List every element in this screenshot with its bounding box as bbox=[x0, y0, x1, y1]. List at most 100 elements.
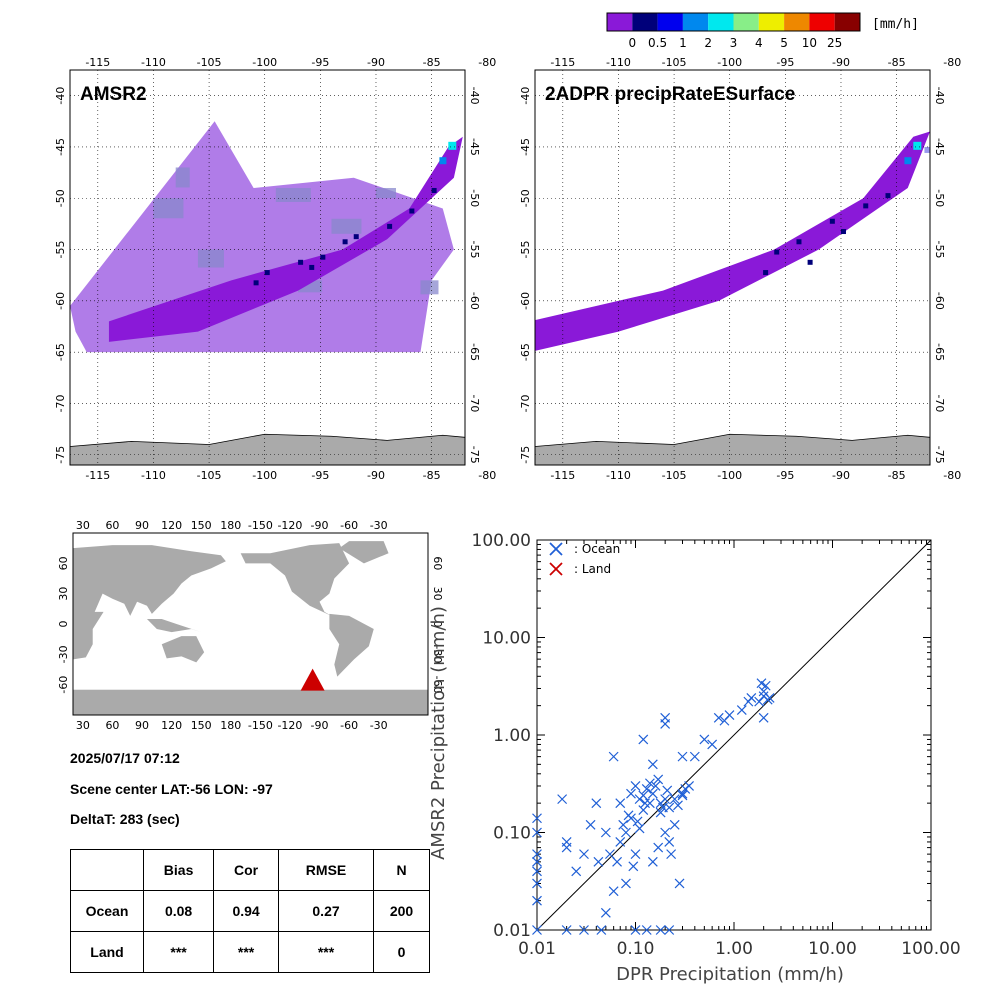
scatter-point-ocean bbox=[756, 678, 767, 689]
world-lat-tick-left: 0 bbox=[57, 621, 70, 628]
lon-tick-label-bottom: -85 bbox=[888, 469, 906, 482]
heavy-rain-cell bbox=[774, 249, 780, 255]
point-stroke bbox=[689, 751, 700, 762]
colorbar-swatch bbox=[607, 13, 633, 31]
point-stroke bbox=[596, 925, 607, 935]
point-stroke bbox=[532, 878, 542, 889]
lon-tick-label-top: -115 bbox=[550, 56, 575, 69]
scatter-point-ocean bbox=[736, 705, 747, 716]
heavy-rain-cell bbox=[353, 234, 359, 240]
point-stroke bbox=[684, 781, 695, 791]
world-lon-tick-bottom: 90 bbox=[135, 719, 149, 732]
point-stroke bbox=[532, 827, 542, 838]
scatter-point-ocean bbox=[724, 710, 735, 721]
scatter-point-ocean bbox=[664, 837, 675, 847]
stats-header-rmse: RMSE bbox=[277, 849, 375, 891]
scatter-point-ocean bbox=[653, 842, 664, 853]
scatter-point-ocean bbox=[634, 794, 645, 805]
point-stroke bbox=[754, 696, 765, 707]
lat-tick-label-left: -40 bbox=[54, 87, 67, 105]
lat-tick-label-left: -65 bbox=[54, 343, 67, 361]
amsr2-light-rain-patch bbox=[331, 218, 362, 234]
point-stroke bbox=[758, 686, 769, 697]
scatter-point-ocean bbox=[673, 800, 683, 811]
heavy-rain-cell bbox=[863, 203, 869, 209]
point-stroke bbox=[557, 794, 568, 805]
point-stroke bbox=[532, 895, 542, 906]
lat-tick-label-right: -40 bbox=[468, 87, 481, 105]
lat-tick-label-right: -75 bbox=[933, 446, 946, 464]
point-stroke bbox=[630, 849, 641, 860]
scatter-point-ocean bbox=[612, 856, 622, 867]
colorbar: 0 0.5 1 2 3 4 5 10 25 bbox=[606, 12, 861, 50]
point-stroke bbox=[532, 849, 542, 860]
point-stroke bbox=[608, 886, 619, 897]
greenland-land bbox=[339, 541, 389, 564]
stats-header-cor: Cor bbox=[213, 849, 279, 891]
map-frame bbox=[69, 69, 466, 466]
scatter-point-ocean bbox=[626, 788, 636, 799]
lat-tick-label-right: -45 bbox=[933, 138, 946, 156]
colorbar-swatch bbox=[834, 13, 860, 31]
amsr2-light-rain-patch bbox=[420, 280, 439, 295]
world-lon-tick-top: 120 bbox=[161, 519, 182, 532]
scatter-point-ocean bbox=[579, 925, 589, 935]
colorbar-label: 0 bbox=[628, 36, 636, 50]
world-content bbox=[73, 541, 428, 715]
colorbar-swatch bbox=[784, 13, 810, 31]
point-stroke bbox=[628, 861, 639, 872]
lon-tick-label-bottom: -105 bbox=[662, 469, 687, 482]
scene-datetime: 2025/07/17 07:12 bbox=[70, 750, 180, 766]
scatter-point-ocean bbox=[557, 794, 568, 805]
point-stroke bbox=[593, 856, 604, 867]
lon-tick-label-top: -90 bbox=[832, 56, 850, 69]
point-stroke bbox=[707, 739, 718, 750]
point-stroke bbox=[713, 712, 724, 723]
scatter-point-ocean bbox=[638, 805, 649, 815]
scatter-point-ocean bbox=[647, 856, 658, 867]
lat-tick-label-left: -70 bbox=[519, 394, 532, 412]
point-stroke bbox=[626, 813, 636, 824]
colorbar-unit: [mm/h] bbox=[872, 17, 919, 32]
world-lon-tick-bottom: -30 bbox=[370, 719, 388, 732]
point-stroke bbox=[664, 802, 675, 813]
world-lat-tick-right: 0 bbox=[431, 621, 444, 628]
world-lon-tick-bottom: -150 bbox=[248, 719, 273, 732]
heavy-rain-cell bbox=[264, 270, 270, 276]
stats-cell: 0.08 bbox=[142, 890, 215, 932]
scatter-point-ocean bbox=[630, 849, 641, 860]
stats-cell: 0.94 bbox=[213, 890, 279, 932]
world-lon-tick-bottom: 150 bbox=[191, 719, 212, 732]
heavy-rain-cell bbox=[796, 239, 802, 245]
scatter-point-ocean bbox=[608, 751, 619, 762]
stats-header-n: N bbox=[373, 849, 430, 891]
scatter-point-ocean bbox=[608, 886, 619, 897]
scatter-point-ocean bbox=[666, 849, 677, 860]
lon-tick-label-top: -110 bbox=[141, 56, 166, 69]
heavy-rain-cell bbox=[807, 259, 813, 265]
lat-tick-label-left: -60 bbox=[54, 292, 67, 310]
point-stroke bbox=[746, 693, 757, 703]
scatter-point-ocean bbox=[662, 785, 673, 796]
point-stroke bbox=[641, 925, 652, 935]
point-stroke bbox=[532, 866, 542, 877]
delta-t: DeltaT: 283 (sec) bbox=[70, 811, 180, 827]
world-lon-tick-top: -90 bbox=[311, 519, 329, 532]
colorbar-swatch bbox=[733, 13, 759, 31]
amsr2-light-rain-patch bbox=[197, 249, 224, 268]
point-stroke bbox=[591, 798, 602, 809]
scatter-point-ocean bbox=[669, 794, 680, 805]
lon-tick-label-top: -110 bbox=[606, 56, 631, 69]
point-stroke bbox=[630, 925, 641, 935]
scatter-point-ocean bbox=[713, 712, 724, 723]
scatter-point-ocean bbox=[626, 813, 636, 824]
point-stroke bbox=[677, 751, 688, 762]
y-tick-label: 0.10 bbox=[493, 824, 531, 844]
scatter-point-ocean bbox=[684, 781, 695, 791]
scatter-point-ocean bbox=[641, 783, 652, 794]
heavy-rain-cell bbox=[840, 229, 846, 235]
colorbar-label: 5 bbox=[780, 36, 788, 50]
indonesia-land bbox=[146, 618, 202, 633]
heavy-rain-cell bbox=[409, 208, 415, 214]
